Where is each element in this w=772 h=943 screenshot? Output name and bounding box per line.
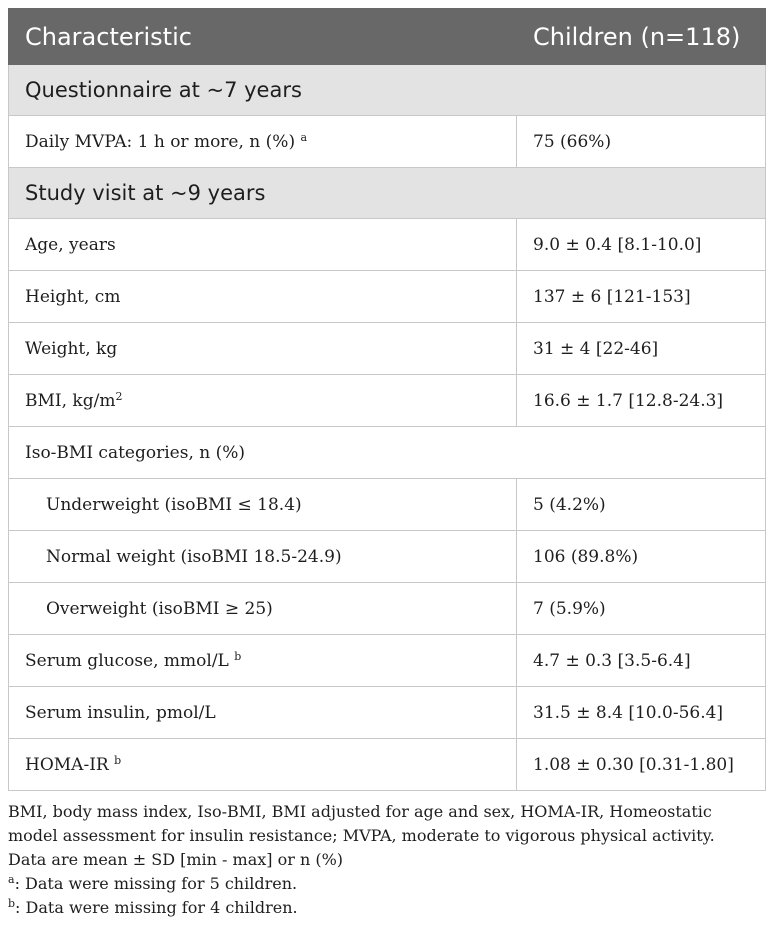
row-value: 9.0 ± 0.4 [8.1-10.0] (516, 218, 766, 271)
section-row: Questionnaire at ~7 years (8, 64, 766, 116)
footnote-mark: a (300, 130, 308, 144)
footnote-a: a: Data were missing for 5 children. (8, 873, 298, 893)
row-value: 4.7 ± 0.3 [3.5-6.4] (516, 634, 766, 687)
row-label: Iso-BMI categories, n (%) (8, 426, 766, 479)
table-row: Height, cm 137 ± 6 [121-153] (8, 270, 766, 323)
section-title: Questionnaire at ~7 years (8, 64, 766, 116)
table-row: Daily MVPA: 1 h or more, n (%) a 75 (66%… (8, 115, 766, 168)
characteristics-table: Characteristic Children (n=118) Question… (8, 8, 766, 791)
row-label: Serum insulin, pmol/L (8, 686, 517, 739)
table-row: Underweight (isoBMI ≤ 18.4) 5 (4.2%) (8, 478, 766, 531)
footnote-mark: b (8, 897, 16, 910)
row-label: Weight, kg (8, 322, 517, 375)
footnote-mark: b (114, 753, 122, 767)
table-row: HOMA-IR b 1.08 ± 0.30 [0.31-1.80] (8, 738, 766, 791)
footnote-b: b: Data were missing for 4 children. (8, 897, 298, 917)
row-value: 106 (89.8%) (516, 530, 766, 583)
superscript: 2 (115, 389, 123, 403)
row-value: 75 (66%) (516, 115, 766, 168)
row-value: 7 (5.9%) (516, 582, 766, 635)
row-value: 31 ± 4 [22-46] (516, 322, 766, 375)
data-description-note: Data are mean ± SD [min - max] or n (%) (8, 850, 344, 869)
header-characteristic: Characteristic (8, 8, 517, 65)
row-label: HOMA-IR b (8, 738, 517, 791)
row-value: 5 (4.2%) (516, 478, 766, 531)
section-row: Study visit at ~9 years (8, 167, 766, 219)
row-label: Underweight (isoBMI ≤ 18.4) (8, 478, 517, 531)
table-header-row: Characteristic Children (n=118) (8, 8, 766, 65)
header-children: Children (n=118) (516, 8, 766, 65)
row-label: Daily MVPA: 1 h or more, n (%) a (8, 115, 517, 168)
row-value: 31.5 ± 8.4 [10.0-56.4] (516, 686, 766, 739)
row-value: 1.08 ± 0.30 [0.31-1.80] (516, 738, 766, 791)
table-row: Serum insulin, pmol/L 31.5 ± 8.4 [10.0-5… (8, 686, 766, 739)
table-row: Iso-BMI categories, n (%) (8, 426, 766, 479)
table-row: Overweight (isoBMI ≥ 25) 7 (5.9%) (8, 582, 766, 635)
footnote-mark: b (234, 649, 242, 663)
row-label: Age, years (8, 218, 517, 271)
row-value: 137 ± 6 [121-153] (516, 270, 766, 323)
row-label: Height, cm (8, 270, 517, 323)
section-title: Study visit at ~9 years (8, 167, 766, 219)
abbreviations-note: BMI, body mass index, Iso-BMI, BMI adjus… (8, 802, 715, 845)
table-row: Weight, kg 31 ± 4 [22-46] (8, 322, 766, 375)
row-value: 16.6 ± 1.7 [12.8-24.3] (516, 374, 766, 427)
row-label: Overweight (isoBMI ≥ 25) (8, 582, 517, 635)
footnote-mark: a (8, 873, 15, 886)
table-footnotes: BMI, body mass index, Iso-BMI, BMI adjus… (8, 800, 765, 920)
table-row: Age, years 9.0 ± 0.4 [8.1-10.0] (8, 218, 766, 271)
table-row: Normal weight (isoBMI 18.5-24.9) 106 (89… (8, 530, 766, 583)
table-row: Serum glucose, mmol/L b 4.7 ± 0.3 [3.5-6… (8, 634, 766, 687)
row-label: Normal weight (isoBMI 18.5-24.9) (8, 530, 517, 583)
row-label: Serum glucose, mmol/L b (8, 634, 517, 687)
table-row: BMI, kg/m2 16.6 ± 1.7 [12.8-24.3] (8, 374, 766, 427)
row-label: BMI, kg/m2 (8, 374, 517, 427)
